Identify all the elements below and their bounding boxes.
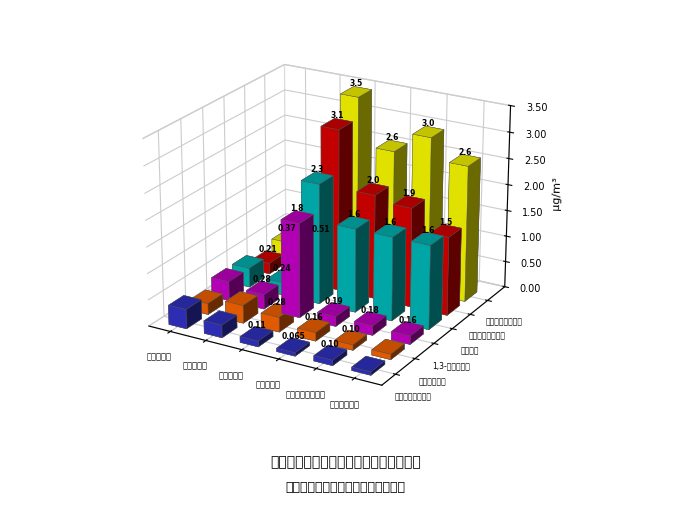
Text: 平成１５年度有害大気汚染物質年平均値: 平成１５年度有害大気汚染物質年平均値 <box>270 455 421 469</box>
Text: （非有機塩素系揮発性有機化合物）: （非有機塩素系揮発性有機化合物） <box>285 481 406 494</box>
